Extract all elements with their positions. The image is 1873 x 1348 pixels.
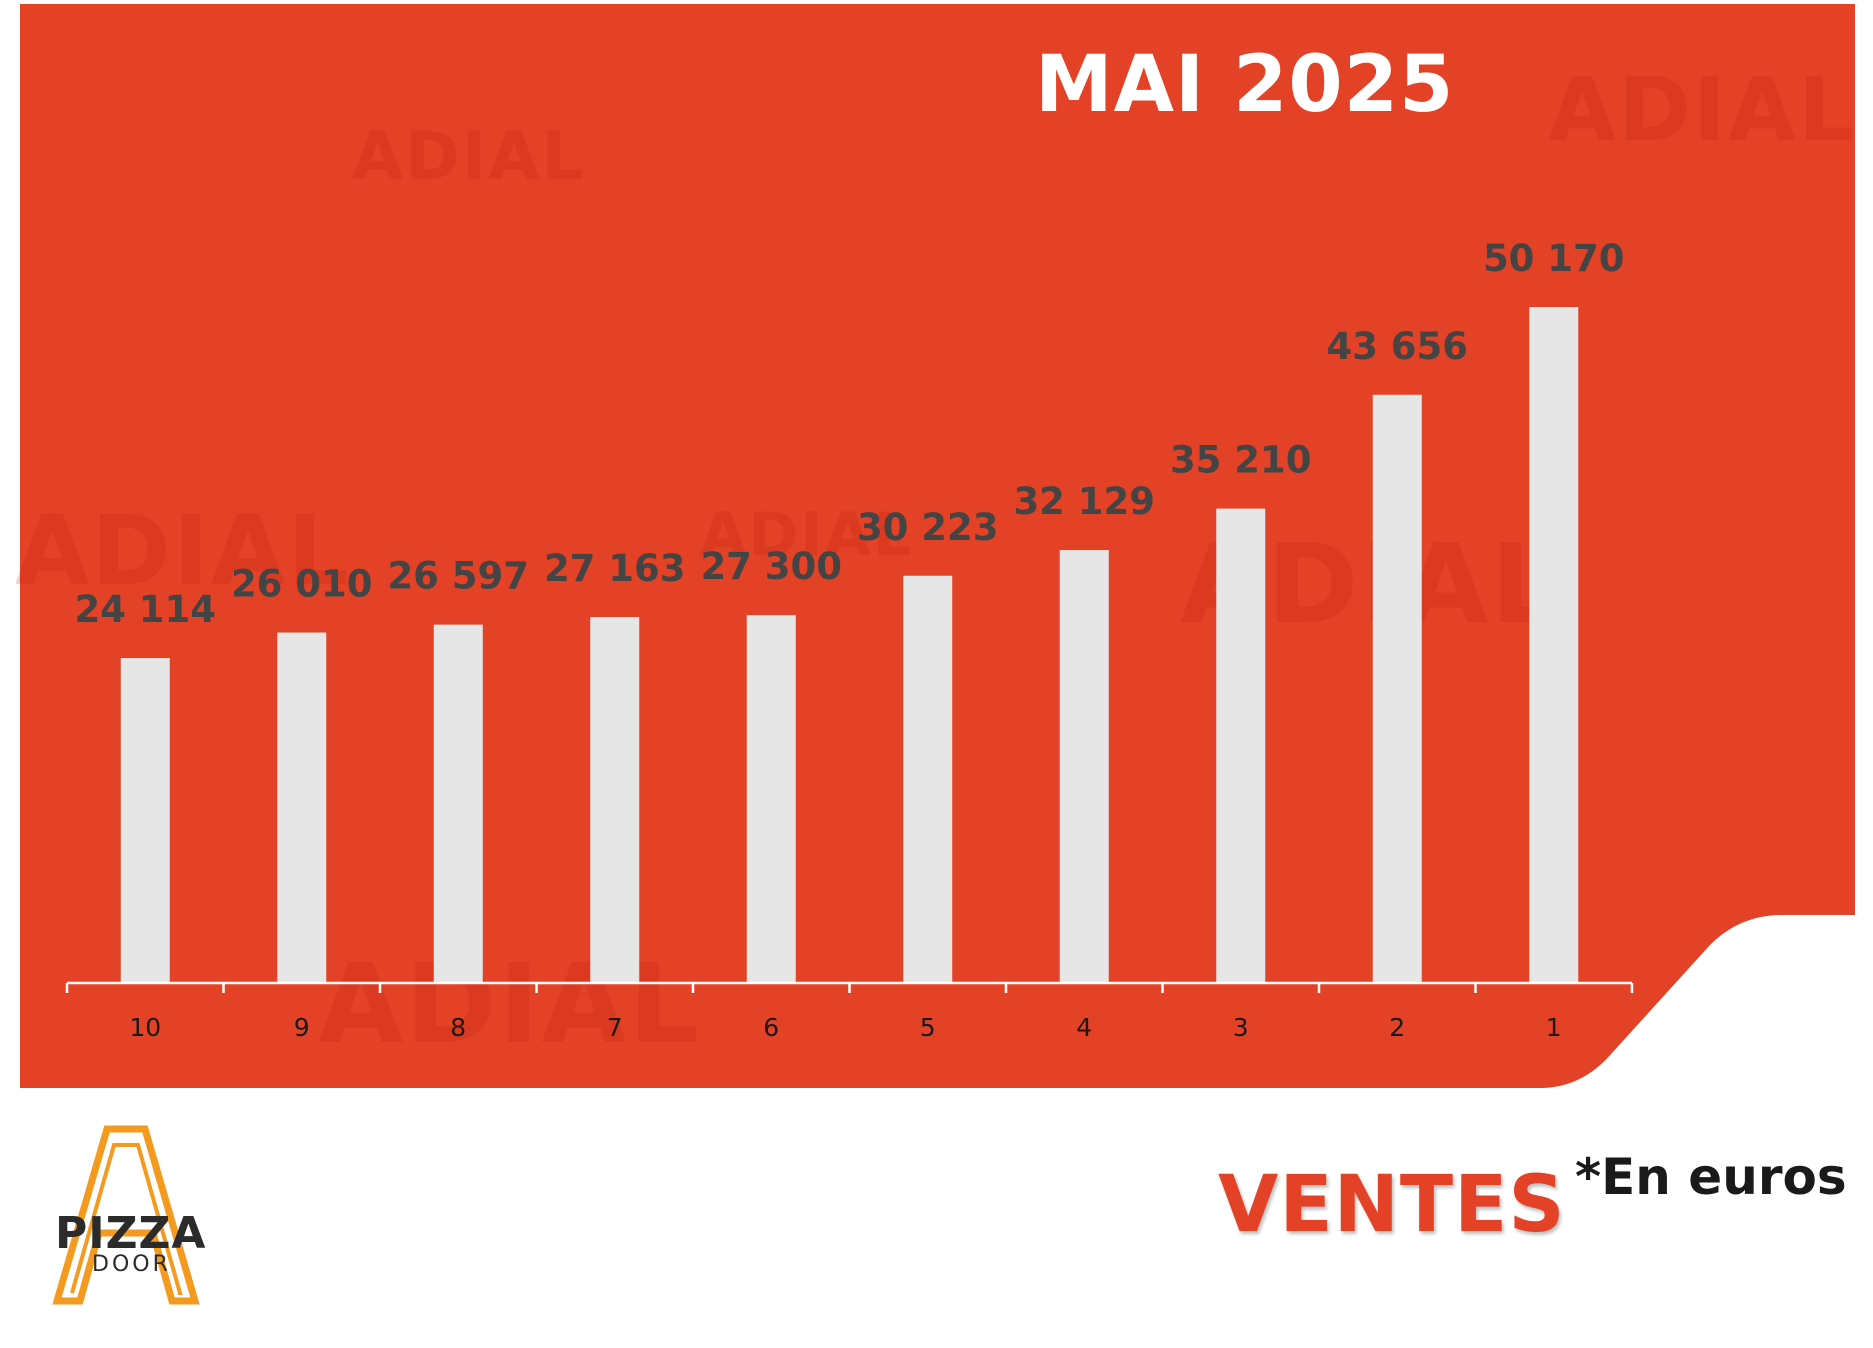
- logo-door-text: DOOR: [92, 1252, 171, 1277]
- watermark: ADIAL: [700, 500, 914, 570]
- x-tick-label: 4: [1076, 1013, 1092, 1042]
- bar: [120, 658, 170, 983]
- data-label: 32 129: [1013, 480, 1155, 523]
- currency-note: *En euros: [1575, 1148, 1847, 1206]
- data-label: 27 300: [700, 545, 842, 588]
- bar: [903, 575, 953, 983]
- bar: [1216, 508, 1266, 983]
- footer-title: VENTES: [1218, 1160, 1566, 1250]
- x-tick-label: 1: [1546, 1013, 1562, 1042]
- logo-pizza-text: PIZZA: [55, 1208, 207, 1259]
- x-tick-label: 9: [294, 1013, 310, 1042]
- bar: [590, 617, 640, 983]
- chart-title: MAI 2025: [1035, 40, 1455, 130]
- data-label: 30 223: [857, 506, 999, 549]
- data-label: 26 010: [231, 563, 373, 606]
- x-tick-label: 8: [450, 1013, 466, 1042]
- x-tick-label: 3: [1233, 1013, 1249, 1042]
- bar: [277, 632, 327, 983]
- bar: [1529, 307, 1579, 983]
- data-label: 24 114: [74, 588, 216, 631]
- bar: [746, 615, 796, 983]
- x-tick-label: 2: [1389, 1013, 1405, 1042]
- pizza-door-logo: [52, 1125, 200, 1305]
- x-tick-label: 6: [763, 1013, 779, 1042]
- watermark: ADIAL: [15, 495, 351, 607]
- x-tick-label: 10: [129, 1013, 161, 1042]
- watermark: ADIAL: [1548, 58, 1857, 161]
- data-label: 27 163: [544, 547, 686, 590]
- x-tick-label: 7: [607, 1013, 623, 1042]
- watermark: ADIAL: [352, 118, 586, 195]
- data-label: 50 170: [1483, 237, 1625, 280]
- data-label: 35 210: [1170, 439, 1312, 482]
- bar: [1059, 550, 1109, 983]
- data-label: 26 597: [387, 555, 529, 598]
- x-tick-label: 5: [920, 1013, 936, 1042]
- data-label: 43 656: [1326, 325, 1468, 368]
- bar: [433, 624, 483, 983]
- bar: [1372, 394, 1422, 983]
